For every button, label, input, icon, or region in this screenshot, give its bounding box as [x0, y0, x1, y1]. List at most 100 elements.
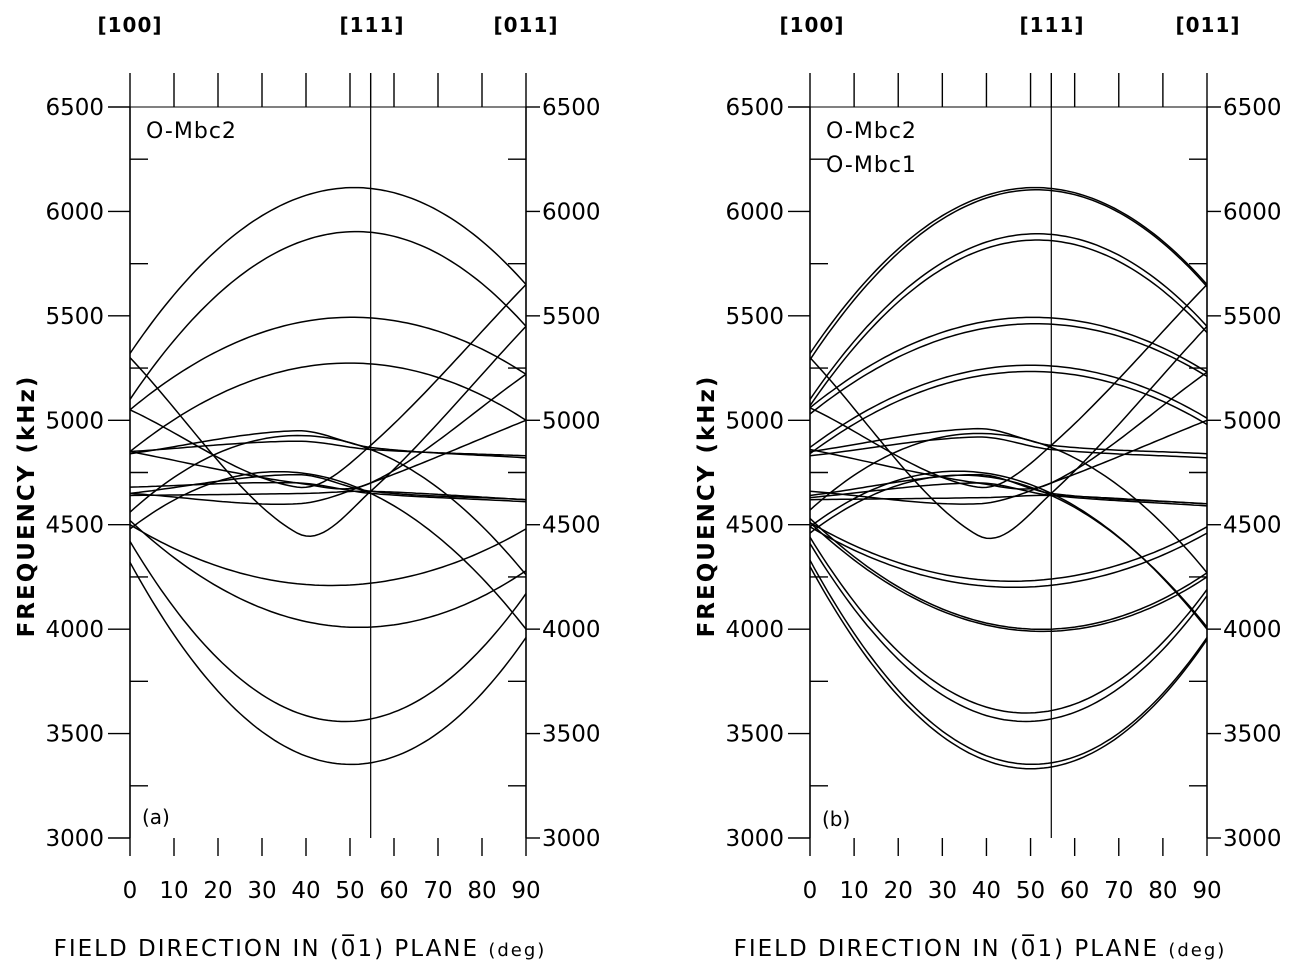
x-tick-label: 50 — [1016, 878, 1045, 904]
y-tick-label-right: 6000 — [542, 199, 601, 225]
series-line — [809, 370, 1208, 455]
y-tick-label-right: 4500 — [1223, 513, 1282, 539]
series-line — [129, 316, 527, 411]
series-line — [129, 440, 527, 457]
x-axis-label-unit: (deg) — [488, 940, 546, 961]
y-tick-label-left: 4000 — [45, 617, 104, 643]
x-tick-label: 40 — [291, 878, 320, 904]
x-tick-label: 10 — [839, 878, 868, 904]
series-line — [129, 362, 527, 453]
series-line — [129, 470, 527, 630]
x-tick-label: 20 — [884, 878, 913, 904]
x-axis-label-unit: (deg) — [1168, 940, 1226, 961]
series-line — [809, 186, 1208, 354]
series-line — [129, 373, 527, 490]
x-tick-label: 70 — [1104, 878, 1133, 904]
top-label-011: [011] — [1175, 13, 1240, 37]
x-tick-label: 20 — [203, 878, 232, 904]
series-line — [809, 494, 1208, 505]
x-axis-label-text: FIELD DIRECTION IN (0̅1) PLANE — [54, 934, 479, 962]
series-line — [809, 233, 1208, 400]
y-tick-label-right: 4000 — [1223, 617, 1282, 643]
y-axis-label: FREQUENCY (kHz) — [14, 375, 40, 638]
x-tick-label: 0 — [803, 878, 818, 904]
top-label-011: [011] — [493, 13, 558, 37]
y-tick-label-left: 5000 — [45, 408, 104, 434]
series-line — [129, 490, 527, 501]
series-line — [809, 482, 1208, 507]
panel-id: (b) — [822, 807, 850, 831]
x-tick-label: 50 — [335, 878, 364, 904]
y-tick-label-right: 6000 — [1223, 199, 1282, 225]
x-tick-label: 90 — [511, 878, 540, 904]
chart-panel-a: [100] [111] [011] O-Mbc2 (a) FREQUENCY (… — [14, 13, 601, 962]
y-tick-label-right: 4000 — [542, 617, 601, 643]
chart-panel-b: [100] [111] [011] O-Mbc2 O-Mbc1 (b) FREQ… — [694, 13, 1282, 962]
y-tick-label-right: 6500 — [542, 95, 601, 121]
series-line — [809, 536, 1208, 714]
series-line — [129, 481, 527, 503]
y-tick-label-right: 3500 — [542, 722, 601, 748]
top-label-111: [111] — [1019, 13, 1084, 37]
y-tick-label-right: 3000 — [1223, 826, 1282, 852]
series-line — [809, 566, 1208, 770]
series-line — [129, 561, 527, 766]
x-tick-label: 80 — [467, 878, 496, 904]
panel-title-line-1: O-Mbc2 — [146, 119, 237, 144]
y-tick-label-left: 5000 — [725, 408, 784, 434]
y-tick-label-left: 3500 — [45, 722, 104, 748]
x-tick-label: 60 — [379, 878, 408, 904]
y-tick-label-left: 6000 — [725, 199, 784, 225]
series-line — [809, 364, 1208, 449]
series-line — [129, 419, 527, 505]
y-tick-label-left: 3500 — [725, 722, 784, 748]
series-line — [129, 524, 527, 587]
panel-id: (a) — [142, 805, 170, 829]
series-line — [809, 474, 1208, 628]
series-line — [809, 517, 1208, 631]
series-line — [809, 283, 1208, 489]
series-line — [809, 189, 1208, 361]
y-tick-label-left: 3000 — [45, 826, 104, 852]
panel-title-line-2: O-Mbc1 — [826, 153, 917, 178]
series-line — [129, 429, 527, 459]
y-tick-label-right: 5500 — [1223, 304, 1282, 330]
series-line — [129, 519, 527, 629]
series-line — [809, 316, 1208, 409]
x-tick-label: 60 — [1060, 878, 1089, 904]
y-tick-label-left: 4500 — [45, 513, 104, 539]
y-axis-label: FREQUENCY (kHz) — [694, 375, 720, 638]
y-tick-label-left: 6000 — [45, 199, 104, 225]
y-tick-label-left: 4500 — [725, 513, 784, 539]
series-line — [809, 239, 1208, 407]
series-line — [809, 432, 1208, 574]
series-line — [129, 325, 527, 537]
panel-title-line-1: O-Mbc2 — [826, 119, 917, 144]
x-axis-label-text: FIELD DIRECTION IN (0̅1) PLANE — [734, 934, 1159, 962]
series-line — [809, 427, 1208, 455]
y-tick-label-left: 4000 — [725, 617, 784, 643]
y-tick-label-right: 5500 — [542, 304, 601, 330]
top-label-100: [100] — [97, 13, 162, 37]
y-tick-label-left: 3000 — [725, 826, 784, 852]
y-tick-label-right: 3500 — [1223, 722, 1282, 748]
series-line — [809, 322, 1208, 415]
top-label-111: [111] — [339, 13, 404, 37]
series-line — [129, 283, 527, 489]
y-tick-label-right: 5000 — [1223, 408, 1282, 434]
y-tick-label-left: 5500 — [45, 304, 104, 330]
y-tick-label-right: 5000 — [542, 408, 601, 434]
series-line — [809, 371, 1208, 490]
series-line — [809, 436, 1208, 459]
y-tick-label-left: 6500 — [725, 95, 784, 121]
series-line — [129, 186, 527, 354]
y-tick-label-left: 5500 — [725, 304, 784, 330]
series-line — [809, 419, 1208, 505]
y-tick-label-right: 6500 — [1223, 95, 1282, 121]
series-line — [809, 559, 1208, 766]
series-line — [129, 541, 527, 723]
top-label-100: [100] — [779, 13, 844, 37]
x-tick-label: 0 — [123, 878, 138, 904]
x-tick-label: 70 — [423, 878, 452, 904]
series-line — [809, 522, 1208, 633]
